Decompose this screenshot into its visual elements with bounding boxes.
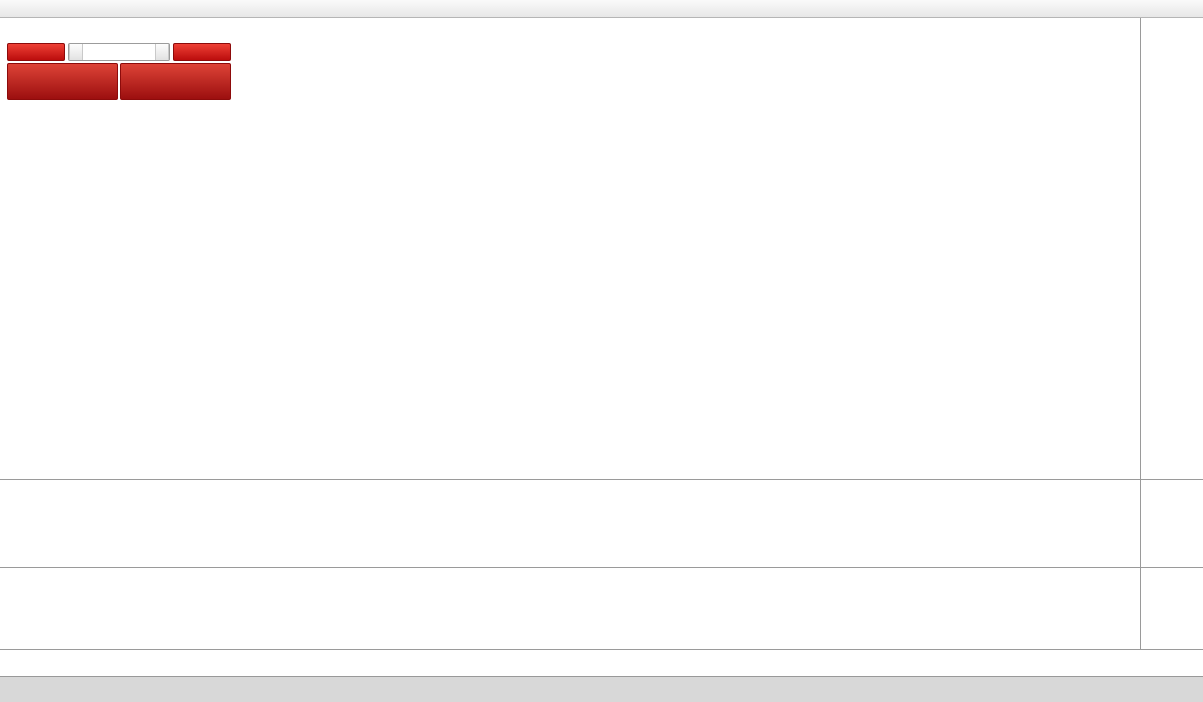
one-click-trading-panel	[7, 43, 231, 100]
macd-axis	[1141, 480, 1203, 567]
volume-increase-button[interactable]	[155, 44, 169, 60]
volume-field[interactable]	[68, 43, 170, 61]
chart-window	[0, 18, 1203, 676]
sell-price-display[interactable]	[7, 63, 118, 100]
rsi-chart[interactable]	[0, 568, 1140, 650]
buy-price-display[interactable]	[120, 63, 231, 100]
macd-panel	[0, 480, 1203, 568]
sell-button[interactable]	[7, 43, 65, 61]
chart-tabs	[0, 676, 1203, 702]
volume-value[interactable]	[83, 44, 155, 60]
buy-button[interactable]	[173, 43, 231, 61]
macd-chart[interactable]	[0, 480, 1140, 568]
time-axis	[0, 650, 1203, 676]
rsi-panel	[0, 568, 1203, 650]
timeframe-toolbar	[0, 0, 1203, 18]
price-axis	[1141, 18, 1203, 479]
main-chart-panel	[0, 18, 1203, 480]
axis-separator	[1140, 18, 1141, 650]
volume-decrease-button[interactable]	[69, 44, 83, 60]
rsi-axis	[1141, 568, 1203, 649]
